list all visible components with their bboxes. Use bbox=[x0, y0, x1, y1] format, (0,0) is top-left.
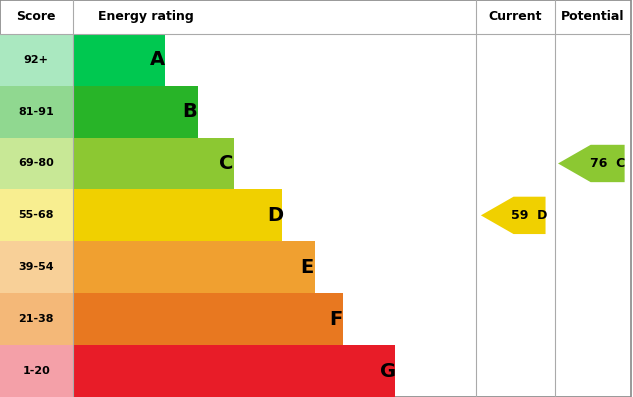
Text: D: D bbox=[266, 206, 283, 225]
Text: Current: Current bbox=[489, 10, 542, 23]
Bar bbox=[0, 241, 73, 293]
Text: 55-68: 55-68 bbox=[18, 210, 54, 220]
Text: 92+: 92+ bbox=[24, 55, 49, 65]
Bar bbox=[73, 34, 165, 86]
Text: 81-91: 81-91 bbox=[18, 106, 54, 117]
Text: 1-20: 1-20 bbox=[22, 366, 50, 376]
Text: 59  D: 59 D bbox=[511, 209, 548, 222]
Text: 69-80: 69-80 bbox=[18, 158, 54, 168]
Bar bbox=[73, 345, 396, 397]
Text: 76  C: 76 C bbox=[590, 157, 625, 170]
Text: Potential: Potential bbox=[561, 10, 625, 23]
Bar bbox=[0, 293, 73, 345]
Text: A: A bbox=[150, 50, 165, 69]
Text: 21-38: 21-38 bbox=[18, 314, 54, 324]
Bar bbox=[73, 137, 234, 189]
Bar bbox=[73, 86, 197, 137]
Bar bbox=[73, 241, 315, 293]
Bar bbox=[0, 86, 73, 137]
Bar bbox=[73, 189, 282, 241]
Bar bbox=[73, 293, 343, 345]
Polygon shape bbox=[558, 145, 625, 182]
Bar bbox=[0, 189, 73, 241]
Text: G: G bbox=[380, 362, 396, 381]
Text: F: F bbox=[329, 310, 342, 329]
Text: B: B bbox=[183, 102, 197, 121]
Text: C: C bbox=[219, 154, 234, 173]
Text: E: E bbox=[301, 258, 314, 277]
Bar bbox=[0, 34, 73, 86]
Polygon shape bbox=[481, 197, 546, 234]
Bar bbox=[0, 345, 73, 397]
Bar bbox=[0, 137, 73, 189]
Text: 39-54: 39-54 bbox=[18, 262, 54, 272]
Text: Score: Score bbox=[16, 10, 56, 23]
Text: Energy rating: Energy rating bbox=[97, 10, 194, 23]
